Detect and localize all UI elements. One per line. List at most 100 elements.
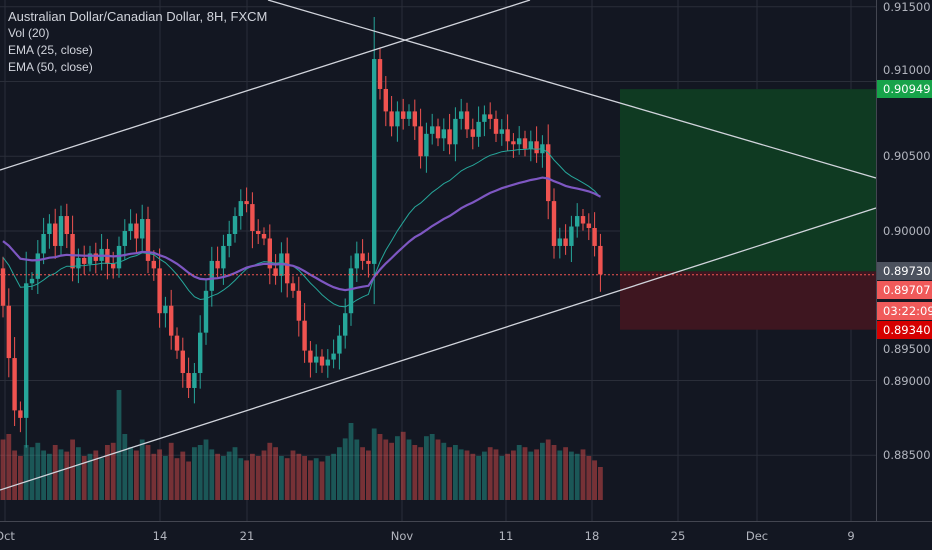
price-tick-label: 0.91000 (883, 63, 931, 77)
indicator-vol[interactable]: Vol (20) (8, 26, 50, 40)
indicator-ema50[interactable]: EMA (50, close) (8, 60, 93, 74)
candle-body (395, 111, 400, 127)
candle-body (476, 121, 481, 137)
volume-bar (406, 439, 412, 500)
volume-bar (580, 449, 586, 500)
candle-body (256, 231, 261, 234)
symbol-title[interactable]: Australian Dollar/Canadian Dollar, 8H, F… (8, 9, 268, 24)
candle-body (406, 111, 412, 119)
candle-body (424, 133, 429, 157)
volume-bar (122, 434, 128, 500)
volume-bar (58, 449, 64, 500)
time-tick-label: 9 (847, 529, 855, 543)
candle-body (93, 253, 98, 261)
candle-body (528, 141, 533, 149)
candle-body (70, 233, 75, 269)
volume-bar (93, 450, 99, 500)
candle-body (12, 358, 17, 411)
volume-bar (215, 453, 220, 500)
volume-bar (464, 450, 470, 500)
candle-body (261, 233, 267, 239)
target-zone[interactable] (620, 89, 876, 272)
volume-bar (302, 456, 307, 500)
volume-bar (244, 460, 249, 500)
candle-body (302, 320, 307, 351)
volume-bar (551, 445, 557, 500)
volume-bar (569, 451, 574, 500)
volume-bar (337, 447, 342, 500)
stop-zone[interactable] (620, 271, 876, 330)
candle-body (331, 353, 336, 360)
candle-body (174, 335, 180, 351)
volume-bar (435, 439, 441, 500)
volume-bar (319, 461, 325, 500)
candle-body (441, 129, 446, 139)
candle-body (430, 126, 435, 134)
volume-bar (499, 456, 505, 500)
price-tick-label: 0.89500 (883, 342, 931, 356)
target-price-tag: 0.90949 (877, 80, 932, 98)
candle-body (366, 260, 371, 264)
volume-bar (331, 453, 336, 500)
candle-body (435, 126, 441, 139)
chart-legend: Australian Dollar/Canadian Dollar, 8H, F… (8, 8, 267, 76)
volume-bar (209, 449, 215, 500)
candle-body (128, 223, 133, 231)
volume-bar (348, 423, 354, 500)
volume-bar (110, 442, 116, 500)
trendline-resistance[interactable] (267, 0, 877, 179)
candle-body (459, 111, 464, 119)
volume-bar (250, 453, 255, 500)
volume-bar (354, 439, 360, 500)
candle-body (453, 118, 458, 145)
candle-body (244, 201, 249, 205)
volume-bar (342, 438, 348, 500)
volume-bar (505, 453, 510, 500)
volume-bar (400, 431, 406, 500)
volume-bar (186, 461, 191, 500)
candle-body (470, 129, 475, 137)
volume-bar (383, 439, 389, 500)
volume-bar (592, 460, 597, 500)
candle-body (250, 204, 255, 231)
trendline-channel-top[interactable] (0, 0, 531, 171)
volume-bar (424, 436, 429, 500)
ema25-line (2, 148, 601, 308)
candle-body (499, 129, 504, 134)
volume-bar (232, 447, 238, 500)
volume-bar (493, 449, 499, 500)
volume-bar (203, 439, 209, 500)
candle-body (134, 223, 139, 239)
candle-body (563, 238, 568, 246)
candle-body (360, 253, 365, 261)
volume-bar (238, 458, 244, 500)
candle-body (586, 223, 591, 229)
volume-bar (586, 456, 592, 500)
candle-body (192, 373, 197, 388)
candle-body (592, 228, 597, 246)
candle-body (325, 359, 330, 366)
candle-body (337, 335, 342, 354)
indicator-ema25[interactable]: EMA (25, close) (8, 43, 93, 57)
volume-bar (458, 449, 464, 500)
volume-bar (563, 447, 568, 500)
time-tick-label: Oct (0, 529, 15, 543)
price-tick-label: 0.91500 (883, 0, 931, 14)
volume-bar (574, 453, 580, 500)
volume-bar (64, 451, 70, 500)
candle-body (53, 223, 58, 246)
volume-bar (453, 445, 458, 500)
volume-bar (366, 450, 371, 500)
volume-bars (0, 390, 603, 500)
trendline-support[interactable] (0, 207, 877, 491)
volume-bar (180, 451, 186, 500)
candles (0, 16, 603, 448)
volume-bar (261, 450, 267, 500)
volume-bar (540, 442, 545, 500)
ema50-line (2, 176, 601, 292)
volume-bar (273, 447, 278, 500)
volume-bar (441, 442, 447, 500)
time-tick-label: 11 (498, 529, 514, 543)
candle-body (215, 260, 220, 269)
